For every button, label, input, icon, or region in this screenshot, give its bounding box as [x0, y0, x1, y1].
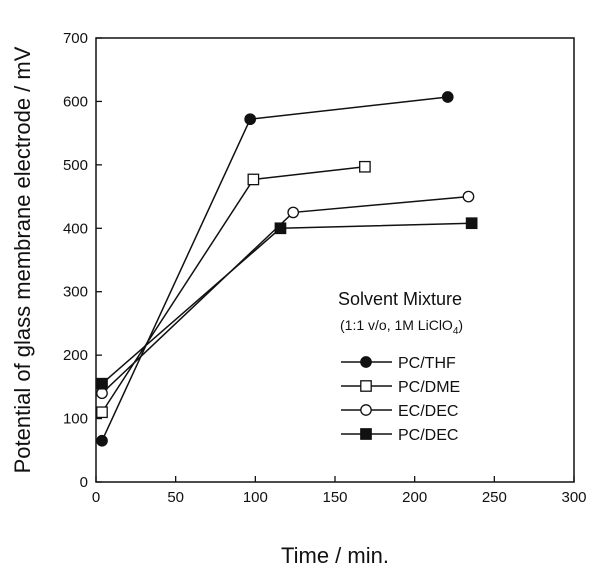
legend-subtitle: (1:1 v/o, 1M LiClO4) — [340, 317, 463, 337]
series-layer — [96, 91, 478, 447]
y-tick-label: 400 — [63, 220, 88, 237]
x-tick-label: 300 — [561, 489, 586, 506]
x-tick-label: 200 — [402, 489, 427, 506]
legend-entry: PC/DME — [341, 379, 460, 396]
x-axis-title: Time / min. — [281, 543, 389, 568]
data-point — [287, 206, 300, 219]
data-point — [441, 91, 454, 103]
x-tick-label: 150 — [322, 489, 347, 506]
legend-label: PC/DME — [398, 379, 460, 396]
series-pc-dec — [96, 217, 478, 390]
legend-label: EC/DEC — [398, 403, 458, 420]
legend-entry: EC/DEC — [341, 403, 458, 420]
data-point — [465, 217, 478, 230]
legend-marker — [360, 428, 372, 440]
data-point — [462, 190, 475, 203]
legend-label: PC/THF — [398, 355, 456, 372]
x-tick-label: 0 — [92, 489, 100, 506]
data-point — [96, 387, 108, 400]
y-axis-title: Potential of glass membrane electrode / … — [10, 46, 35, 473]
series-pc-thf — [96, 91, 454, 447]
plot-frame — [95, 37, 575, 483]
y-tick-label: 300 — [63, 284, 88, 301]
legend-entry: PC/THF — [341, 355, 456, 372]
data-point — [359, 160, 371, 173]
x-axis-ticks: 0 50 100 150 200 250 300 — [92, 476, 587, 506]
data-point — [96, 406, 108, 419]
data-point — [244, 113, 257, 126]
legend-subtitle-end: ) — [458, 317, 463, 333]
y-tick-label: 500 — [63, 157, 88, 174]
y-tick-label: 200 — [63, 347, 88, 364]
legend-title: Solvent Mixture — [338, 289, 462, 309]
legend-label: PC/DEC — [398, 427, 458, 444]
x-tick-label: 250 — [482, 489, 507, 506]
y-axis-ticks: 0 100 200 300 400 500 600 700 — [63, 30, 102, 491]
data-point — [274, 222, 287, 235]
y-tick-label: 100 — [63, 411, 88, 428]
series-ec-dec — [96, 190, 475, 400]
legend-marker — [360, 380, 372, 392]
series-line — [101, 166, 365, 413]
data-point — [96, 377, 108, 390]
legend-entry: PC/DEC — [341, 427, 458, 444]
legend-marker — [360, 356, 372, 368]
legend-subtitle-subscript: 4 — [453, 326, 459, 337]
data-point — [247, 173, 260, 186]
series-line — [101, 96, 448, 442]
x-tick-label: 50 — [167, 489, 184, 506]
legend-marker — [360, 404, 372, 416]
series-pc-dme — [96, 160, 371, 419]
x-tick-label: 100 — [243, 489, 268, 506]
legend-subtitle-main: (1:1 v/o, 1M LiClO — [340, 317, 453, 333]
y-tick-label: 600 — [63, 93, 88, 110]
y-tick-label: 700 — [63, 30, 88, 47]
legend-entries: PC/THF PC/DME EC/DEC PC/DEC — [341, 355, 460, 444]
y-tick-label: 0 — [80, 474, 88, 491]
legend: Solvent Mixture (1:1 v/o, 1M LiClO4) PC/… — [338, 289, 463, 444]
data-point — [96, 434, 108, 447]
